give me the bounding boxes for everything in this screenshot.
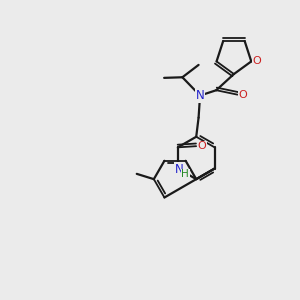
- Text: H: H: [182, 169, 189, 179]
- Text: O: O: [252, 56, 261, 66]
- Text: N: N: [175, 163, 183, 176]
- Text: N: N: [196, 89, 204, 102]
- Text: O: O: [238, 90, 247, 100]
- Text: O: O: [198, 141, 206, 151]
